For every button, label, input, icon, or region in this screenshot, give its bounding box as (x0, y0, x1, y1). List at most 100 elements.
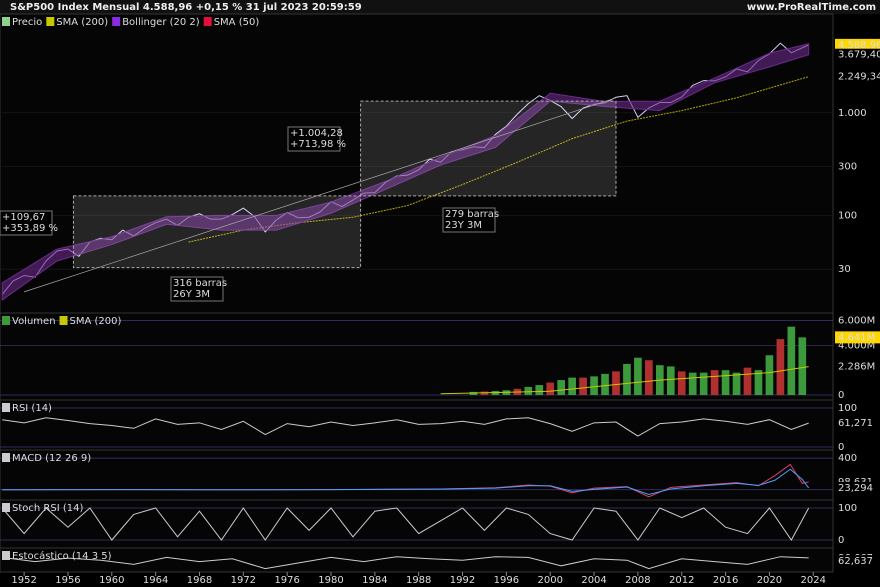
x-tick-label: 1976 (274, 575, 299, 586)
x-tick-label: 2008 (625, 575, 650, 586)
x-tick-label: 1956 (55, 575, 80, 586)
x-tick-label: 2020 (757, 575, 782, 586)
x-tick-label: 2016 (713, 575, 738, 586)
bar (623, 363, 631, 395)
bar (787, 326, 796, 395)
legend-label: Stoch RSI (14) (12, 503, 83, 514)
legend-swatch (59, 316, 68, 325)
y-tick-label: 4.000M (838, 340, 875, 351)
x-tick-label: 2012 (669, 575, 694, 586)
annotation-text: +713,98 % (290, 139, 346, 150)
legend-label: Estocástico (14 3 5) (12, 550, 112, 562)
x-tick-label: 1960 (99, 575, 124, 586)
bar (590, 376, 598, 395)
annotation-text: 316 barras (173, 278, 227, 289)
x-tick-label: 2000 (537, 575, 562, 586)
bar (754, 370, 763, 395)
bar (798, 337, 807, 395)
header-bar (0, 0, 880, 14)
bar (765, 355, 774, 395)
bar (535, 385, 544, 395)
bar (688, 372, 697, 395)
bar (601, 373, 609, 395)
legend-label: Bollinger (20 2) (122, 17, 200, 28)
last-value-label: 3.679,40 (838, 50, 880, 61)
legend-label: SMA (200) (70, 316, 122, 327)
bar (732, 372, 741, 395)
annotation-text: 23Y 3M (445, 220, 482, 231)
y-tick-label: 300 (838, 161, 857, 172)
y-tick-label: 30 (838, 264, 851, 275)
legend-swatch (2, 453, 10, 462)
legend-label: SMA (50) (214, 17, 260, 28)
last-value-box (835, 38, 880, 51)
site: www.ProRealTime.com (747, 2, 876, 13)
last-value-box (835, 70, 880, 83)
x-tick-label: 2024 (801, 575, 826, 586)
line (2, 556, 809, 570)
annotation-text: +109,67 (2, 212, 45, 223)
y-tick-label: 400 (838, 453, 857, 464)
annotation-box (442, 207, 496, 233)
annotation-text: 279 barras (445, 209, 499, 220)
bar (776, 339, 785, 395)
y-tick-label: 100 (838, 503, 857, 514)
panel (0, 399, 834, 451)
bar (666, 366, 675, 395)
legend-swatch (2, 403, 10, 412)
y-tick-label: 100 (838, 210, 857, 221)
legend-swatch (203, 17, 212, 26)
x-tick-label: 1988 (406, 575, 431, 586)
x-tick-label: 1996 (494, 575, 519, 586)
bar (557, 380, 566, 395)
last-value-box (835, 331, 880, 344)
legend-swatch (46, 17, 55, 26)
line (2, 417, 809, 437)
y-tick-label: 1.000 (838, 108, 867, 119)
legend-label: Volumen (12, 316, 56, 327)
x-tick-label: 1952 (11, 575, 36, 586)
legend-label: MACD (12 26 9) (12, 453, 91, 464)
trend-line (24, 97, 617, 293)
x-tick-label: 2004 (581, 575, 606, 586)
annotation-box (0, 210, 53, 236)
legend-swatch (2, 551, 10, 560)
x-tick-label: 1980 (318, 575, 343, 586)
last-value-label: 23,294 (838, 483, 873, 494)
line (2, 468, 810, 495)
bar (743, 367, 752, 395)
bar (699, 372, 708, 395)
measure-box (360, 100, 617, 197)
legend-swatch (2, 316, 10, 325)
bar (634, 357, 642, 395)
line (1, 507, 810, 541)
annotation-box (287, 126, 341, 152)
x-tick-label: 1984 (362, 575, 387, 586)
bar (546, 382, 555, 395)
x-tick-label: 1964 (143, 575, 168, 586)
last-value-box (835, 48, 880, 61)
y-tick-label: 0 (838, 535, 844, 546)
x-tick-label: 1992 (450, 575, 475, 586)
bollinger-band (1, 43, 810, 301)
bar (579, 377, 587, 395)
bar (612, 371, 620, 395)
legend-label: RSI (14) (12, 403, 52, 414)
annotation-box (170, 276, 224, 302)
legend-swatch (112, 17, 121, 26)
last-value-label: 4.641M (838, 332, 875, 343)
last-value-label: 2.249,34 (838, 72, 880, 83)
bar (568, 377, 576, 395)
last-value-box (835, 360, 880, 373)
last-value-label: 4.588,96 (838, 40, 880, 51)
panel (0, 449, 834, 501)
last-value-label: 61,271 (838, 418, 873, 429)
y-tick-label: 0 (838, 390, 844, 401)
legend-swatch (2, 17, 10, 26)
y-tick-label: 100 (838, 403, 857, 414)
panel (0, 547, 834, 573)
legend-label: SMA (200) (56, 17, 108, 28)
chart-title: S&P500 Index Mensual 4.588,96 +0,15 % 31… (10, 2, 362, 13)
